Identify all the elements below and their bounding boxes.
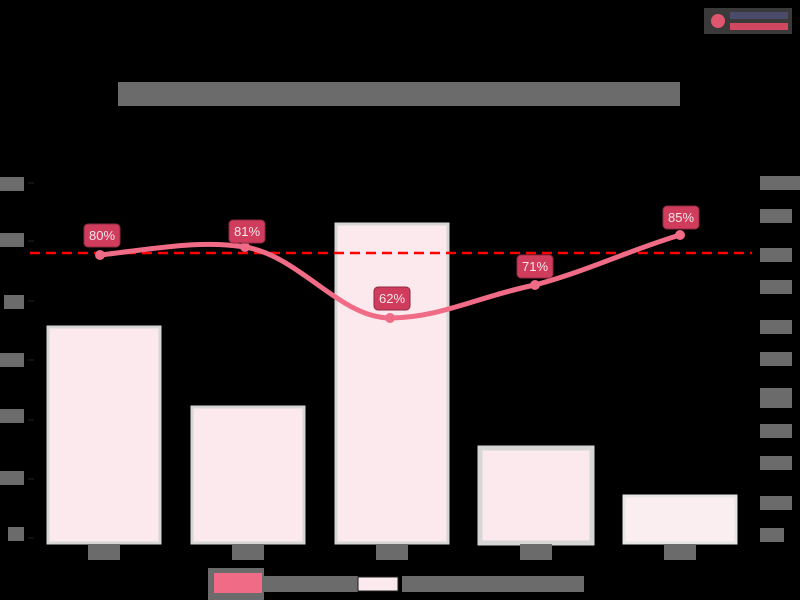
bar[interactable] — [334, 222, 450, 545]
right-axis — [760, 176, 800, 542]
right-axis-tick-label — [760, 456, 792, 470]
tick-marks — [28, 182, 34, 539]
line-point[interactable] — [385, 313, 395, 323]
data-label: 85% — [668, 210, 694, 225]
left-axis-tick-label — [0, 177, 24, 191]
bar[interactable] — [477, 445, 595, 546]
legend — [208, 568, 584, 600]
line-point[interactable] — [675, 230, 685, 240]
logo-wordmark-bottom — [730, 23, 788, 30]
left-axis-tick-label — [8, 527, 24, 541]
left-axis-tick-label — [0, 471, 24, 485]
brand-logo — [704, 8, 792, 34]
legend-line-swatch[interactable] — [214, 573, 262, 593]
legend-bar-label-redacted[interactable] — [402, 576, 584, 592]
right-axis-tick-label — [760, 320, 792, 334]
right-axis-tick-label — [760, 496, 792, 510]
x-axis-label — [376, 544, 408, 560]
left-axis-tick-label — [0, 409, 24, 423]
right-axis-tick-label — [760, 176, 800, 190]
right-axis-tick-label — [760, 248, 792, 262]
line-point[interactable] — [240, 242, 250, 252]
data-labels: 80% 81% 62% 71% 85% — [83, 205, 700, 311]
data-label: 71% — [522, 259, 548, 274]
right-axis-tick-label — [760, 528, 784, 542]
x-axis-label — [232, 544, 264, 560]
left-axis-tick-label — [4, 295, 24, 309]
data-label: 62% — [379, 291, 405, 306]
x-axis-labels — [88, 544, 696, 560]
legend-line-label-redacted[interactable] — [264, 576, 358, 592]
bar[interactable] — [190, 405, 306, 545]
right-axis-tick-label — [760, 209, 792, 223]
bar-series — [46, 222, 738, 546]
line-point[interactable] — [95, 250, 105, 260]
left-axis-tick-label — [0, 353, 24, 367]
left-axis-tick-label — [0, 233, 24, 247]
left-axis — [0, 177, 24, 541]
x-axis-label — [664, 544, 696, 560]
chart-title-redacted — [118, 82, 680, 106]
logo-wordmark-top — [730, 12, 788, 19]
logo-globe-icon — [711, 14, 725, 28]
data-label: 81% — [234, 224, 260, 239]
legend-bar-swatch[interactable] — [357, 576, 399, 592]
data-label: 80% — [89, 228, 115, 243]
right-axis-tick-label — [760, 424, 792, 438]
bar[interactable] — [622, 494, 738, 545]
x-axis-label — [88, 544, 120, 560]
line-point[interactable] — [530, 280, 540, 290]
line-markers — [95, 230, 685, 323]
right-axis-tick-label — [760, 352, 792, 366]
right-axis-tick-label — [760, 388, 792, 408]
right-axis-tick-label — [760, 280, 792, 294]
bar[interactable] — [46, 325, 162, 545]
x-axis-label — [520, 544, 552, 560]
